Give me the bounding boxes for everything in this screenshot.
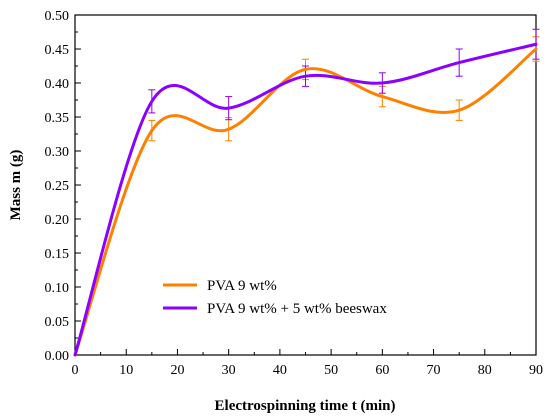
series-line (73, 47, 538, 357)
y-tick-label: 0.00 (45, 349, 70, 364)
x-tick-label: 90 (529, 363, 543, 378)
y-tick-label: 0.15 (45, 247, 70, 262)
ticks: 0 10 20 30 40 50 60 70 80 90 0.00 0.05 0.10 0.15 0.20 0… (45, 9, 544, 378)
x-tick-label: 40 (273, 363, 287, 378)
y-tick-label: 0.10 (45, 281, 70, 296)
y-tick-label: 0.50 (45, 9, 70, 24)
x-tick-label: 10 (119, 363, 133, 378)
series-line (73, 42, 538, 357)
y-tick-label: 0.25 (45, 179, 70, 194)
x-tick-label: 60 (375, 363, 389, 378)
x-tick-label: 30 (222, 363, 236, 378)
y-tick-label: 0.40 (45, 77, 70, 92)
series-lines (73, 42, 538, 357)
legend: PVA 9 wt% PVA 9 wt% + 5 wt% beeswax (163, 278, 387, 317)
legend-item: PVA 9 wt% (163, 278, 277, 294)
legend-label: PVA 9 wt% (207, 278, 277, 294)
x-tick-label: 80 (478, 363, 492, 378)
x-axis-title: Electrospinning time t (min) (215, 398, 396, 414)
y-tick-label: 0.30 (45, 145, 70, 160)
y-tick-label: 0.35 (45, 111, 70, 126)
y-tick-label: 0.05 (45, 315, 70, 330)
legend-item: PVA 9 wt% + 5 wt% beeswax (163, 301, 387, 317)
error-bars (148, 28, 540, 142)
x-tick-label: 0 (72, 363, 79, 378)
x-tick-label: 70 (427, 363, 441, 378)
x-tick-label: 50 (324, 363, 338, 378)
y-axis-title: Mass m (g) (8, 150, 24, 221)
x-tick-label: 20 (170, 363, 184, 378)
y-tick-label: 0.45 (45, 43, 70, 58)
legend-label: PVA 9 wt% + 5 wt% beeswax (207, 301, 387, 317)
y-tick-label: 0.20 (45, 213, 70, 228)
